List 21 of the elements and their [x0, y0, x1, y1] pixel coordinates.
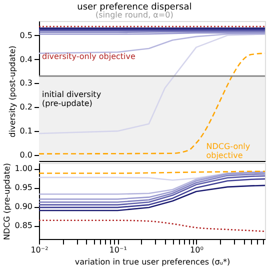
- y-tick-label: 0.3: [20, 78, 32, 88]
- annotation: NDCG-only objective: [206, 142, 250, 160]
- annotation: initial diversity (pre-update): [42, 90, 102, 108]
- y-tick-label: 0.90: [14, 202, 32, 212]
- y-tick-label: 0.95: [14, 183, 32, 192]
- x-axis-title: variation in true user preferences (σᵤ*): [74, 258, 230, 266]
- chart-title: user preference dispersal: [77, 2, 192, 12]
- x-tick-label: 10⁻²: [30, 246, 48, 254]
- chart-subtitle: (single round, α=0): [95, 10, 174, 20]
- y-tick-label: 0.2: [20, 102, 32, 112]
- x-tick-label: 10⁰: [190, 246, 204, 254]
- annotation: diversity-only objective: [42, 52, 136, 62]
- y-tick-label: 0.5: [20, 30, 32, 40]
- y-axis-title: NDCG (pre-update): [2, 163, 12, 240]
- y-tick-label: 1.00: [14, 164, 32, 174]
- y-tick-label: 0.0: [20, 150, 32, 160]
- y-tick-label: 0.85: [14, 221, 32, 230]
- y-tick-label: 0.4: [20, 54, 32, 64]
- x-tick-label: 10⁻¹: [109, 246, 127, 254]
- y-tick-label: 0.1: [20, 126, 32, 136]
- y-axis-title: diversity (post-update): [8, 46, 17, 138]
